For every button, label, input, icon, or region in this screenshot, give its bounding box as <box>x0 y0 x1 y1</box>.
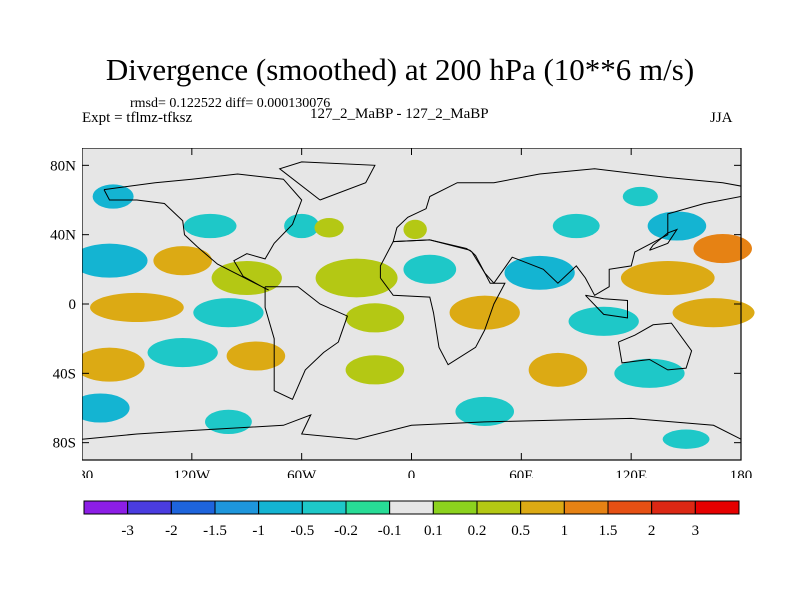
field-region <box>90 292 184 323</box>
colorbar-label: -1 <box>252 523 265 539</box>
field-region <box>455 396 515 427</box>
field-region <box>183 213 237 239</box>
field-region <box>693 233 752 264</box>
field-region <box>614 358 685 388</box>
field-region <box>92 184 134 209</box>
chart-title: Divergence (smoothed) at 200 hPa (10**6 … <box>105 52 695 87</box>
colorbar-label: 0.2 <box>468 523 487 539</box>
field-region <box>403 254 457 284</box>
colorbar-label: -1.5 <box>203 523 227 539</box>
colorbar-label: 1.5 <box>599 523 618 539</box>
field-region <box>153 246 212 276</box>
colorbar-label: 3 <box>692 523 700 539</box>
x-tick-label: 60W <box>287 468 317 478</box>
colorbar-box <box>301 500 347 515</box>
axis-ticks: 180 120W 60W 0 60E 120E 180 <box>82 148 752 478</box>
coastline <box>379 239 506 366</box>
colorbar-box <box>214 500 260 515</box>
field-region <box>284 213 320 239</box>
colorbar-box <box>476 500 522 515</box>
colorbar-box <box>651 500 696 515</box>
field-region <box>226 341 286 371</box>
colorbar-box <box>170 500 216 515</box>
field-region <box>620 261 715 295</box>
field-region <box>449 295 520 330</box>
field-region <box>552 213 600 239</box>
colorbar-boxes <box>83 500 740 515</box>
field-region <box>568 306 639 336</box>
coastline <box>103 173 303 291</box>
coastlines <box>82 161 742 440</box>
field-region <box>82 243 148 278</box>
x-tick-label: 120W <box>173 468 211 478</box>
field-region <box>315 258 398 298</box>
x-tick-label: 180 <box>730 468 753 478</box>
y-tick-label: 40S <box>53 366 76 382</box>
coastline <box>585 294 628 319</box>
colorbar-label: -0.2 <box>334 523 358 539</box>
colorbar-box <box>258 500 303 515</box>
field-region <box>662 429 710 449</box>
coastline <box>392 168 742 296</box>
chart-subtitle: 127_2_MaBP - 127_2_MaBP <box>310 106 489 122</box>
y-tick-label: 40N <box>50 228 76 244</box>
colorbar-label: -0.5 <box>290 523 314 539</box>
field-region <box>82 393 130 423</box>
colorbar-label: 1 <box>561 523 569 539</box>
season-label: JJA <box>710 110 733 126</box>
x-tick-label: 60E <box>509 468 533 478</box>
colorbar: -3 -2 -1.5 -1 -0.5 -0.2 -0.1 0.1 0.2 0.5 1 1.5 2 3 <box>83 500 740 539</box>
colorbar-box <box>563 500 609 515</box>
colorbar-box <box>127 500 172 515</box>
colorbar-label: -3 <box>121 523 134 539</box>
colorbar-label: 0.5 <box>511 523 530 539</box>
coastline <box>617 322 693 371</box>
y-axis-labels: 80N 40N 0 40S 80S <box>50 158 77 452</box>
field-region <box>528 352 588 387</box>
field-region <box>647 211 707 241</box>
colorbar-label: 2 <box>648 523 656 539</box>
y-tick-label: 80N <box>50 158 76 174</box>
coastline <box>82 413 742 440</box>
field-region <box>82 347 145 382</box>
colorbar-box <box>389 500 434 515</box>
field-region <box>622 186 658 207</box>
field-region <box>672 298 755 328</box>
colorbar-box <box>432 500 478 515</box>
divergence-field <box>82 184 755 449</box>
x-tick-label: 120E <box>615 468 647 478</box>
x-tick-label: 0 <box>408 468 416 478</box>
stats-text: rmsd= 0.122522 diff= 0.000130076 <box>130 96 331 111</box>
field-region <box>314 218 344 238</box>
experiment-label: Expt = tflmz-tfksz <box>82 110 193 126</box>
coastline <box>278 161 376 201</box>
field-region <box>504 255 575 290</box>
coastline <box>649 228 679 251</box>
field-region <box>345 303 405 333</box>
colorbar-label: 0.1 <box>424 523 443 539</box>
colorbar-box <box>694 500 740 515</box>
colorbar-box <box>520 500 565 515</box>
x-tick-label: 180 <box>82 468 93 478</box>
field-region <box>205 409 252 434</box>
map-plot: 180 120W 60W 0 60E 120E 180 <box>82 148 755 478</box>
colorbar-labels: -3 -2 -1.5 -1 -0.5 -0.2 -0.1 0.1 0.2 0.5 1 1.5 2 3 <box>121 523 699 539</box>
y-tick-label: 0 <box>69 297 77 313</box>
y-tick-label: 80S <box>53 436 76 452</box>
colorbar-box <box>607 500 653 515</box>
field-region <box>147 337 218 368</box>
colorbar-box <box>345 500 391 515</box>
colorbar-box <box>83 500 129 515</box>
field-region <box>193 298 264 328</box>
field-region <box>345 355 405 385</box>
colorbar-label: -0.1 <box>378 523 402 539</box>
field-region <box>403 219 427 240</box>
coastline <box>264 286 349 400</box>
colorbar-label: -2 <box>165 523 178 539</box>
